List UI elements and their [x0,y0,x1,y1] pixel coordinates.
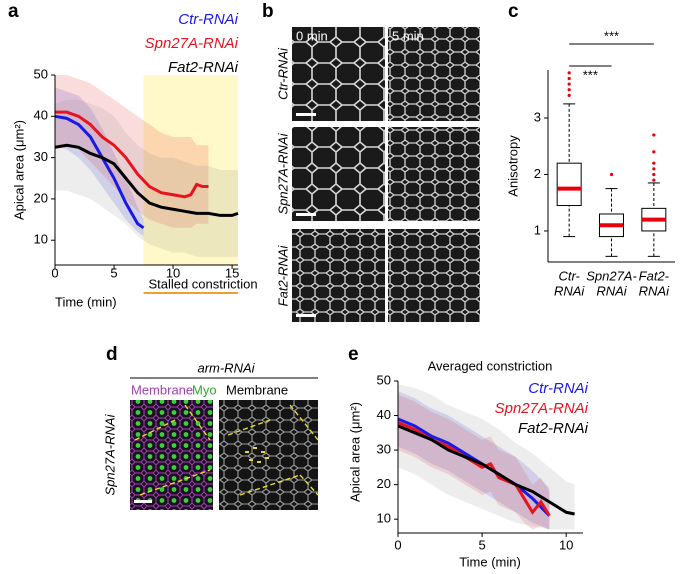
x-tick-label: RNAi [639,283,670,298]
legend-entry: Fat2-RNAi [168,59,239,76]
image [219,400,318,510]
micrographs-d: arm-RNAi Membrane Myo Membrane Spn27A-RN… [102,360,319,510]
scale-bar [296,213,316,216]
row-label: Spn27A-RNAi [275,132,290,214]
micrographs-b: 0 min 5 min Ctr-RNAi Spn27A-RNAi Fat2-RN… [275,27,480,322]
panel-label: c [508,1,519,22]
line [54,143,239,217]
channel-label: Membrane [226,382,288,397]
x-tick-label: Spn27A- [586,268,637,283]
x-tick-label: 5 [110,265,117,280]
legend-entry: Ctr-RNAi [528,380,588,397]
column-label: 0 min [296,28,328,43]
box [556,162,582,207]
column-label: 5 min [392,28,424,43]
flier [652,161,656,165]
y-tick-label: 20 [34,190,48,205]
annotation: Stalled constriction [148,276,257,291]
panel-label: d [106,344,118,365]
image [292,127,385,221]
legend-entry: Spn27A-RNAi [495,400,589,417]
error-band [55,99,238,257]
channel-label: Membrane [131,382,193,397]
y-axis-label: Apical area (μm²) [11,120,26,220]
significance-label: *** [583,67,598,82]
line [397,424,575,516]
flier [567,93,571,98]
x-tick-label: RNAi [554,283,585,298]
y-axis-label: Anisotropy [505,135,520,197]
y-tick-label: 2 [534,166,541,181]
y-tick-label: 50 [34,66,48,81]
x-tick-label: Ctr- [558,268,580,283]
highlight-region [143,75,238,265]
x-tick-label: 10 [559,537,573,552]
significance-label: *** [604,28,619,43]
flier [652,133,656,137]
y-tick-label: 40 [34,108,48,123]
image [388,229,480,322]
panel-label: a [8,1,19,22]
x-axis-label: Time (min) [55,294,117,309]
y-tick-label: 30 [377,442,391,457]
chart-title: Averaged constriction [428,358,553,373]
cell-markers [245,447,269,463]
flier [567,82,571,86]
x-axis-label: Time (min) [459,554,521,569]
legend-entry: Spn27A-RNAi [145,35,239,52]
row-label: Ctr-RNAi [275,47,290,100]
y-tick-label: 10 [377,511,391,526]
y-tick-label: 40 [377,407,391,422]
legend-entry: Ctr-RNAi [178,11,238,28]
panel-title: arm-RNAi [197,360,255,375]
scale-bar [296,314,316,317]
flier [652,150,656,154]
y-tick-label: 50 [377,372,391,387]
channel-label: Myo [192,382,217,397]
flier [567,71,571,75]
panel-label: b [262,1,274,22]
flier [652,178,656,182]
y-tick-label: 20 [377,476,391,491]
line [55,110,209,199]
x-tick-label: 0 [394,537,401,552]
x-tick-label: 0 [51,265,58,280]
scale-bar [296,113,316,116]
x-tick-label: Fat2- [639,268,670,283]
x-tick-label: 10 [166,265,180,280]
error-band [55,75,209,228]
x-tick-label: 5 [478,537,485,552]
y-tick-label: 1 [534,222,541,237]
image [388,127,480,221]
y-tick-label: 10 [34,232,48,247]
x-tick-label: 15 [225,265,239,280]
flier [609,172,614,177]
scale-bar [134,500,152,503]
y-tick-label: 30 [34,149,48,164]
y-axis-label: Apical area (μm²) [347,402,362,502]
flier [567,88,571,92]
row-label: Fat2-RNAi [275,245,290,307]
line [397,417,551,517]
flier [652,167,656,171]
panel-label: e [348,344,359,365]
image [130,400,213,510]
row-label: Spn27A-RNAi [102,413,117,495]
image [292,229,385,322]
x-tick-label: RNAi [596,283,627,298]
error-band [398,384,575,530]
image [292,27,385,121]
legend-entry: Fat2-RNAi [518,420,589,437]
flier [567,76,571,81]
y-tick-label: 3 [534,109,541,124]
flier [652,172,656,177]
image [388,27,480,121]
